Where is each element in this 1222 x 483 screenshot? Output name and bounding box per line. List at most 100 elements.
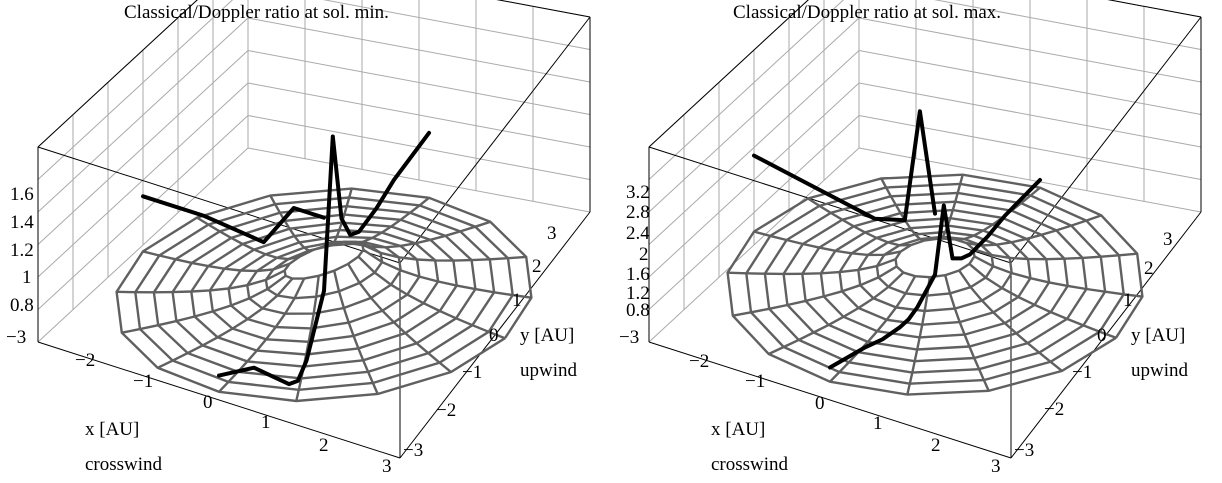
profile-curve bbox=[217, 288, 326, 387]
x-tick-label: 1 bbox=[261, 412, 271, 433]
x-tick-label: 1 bbox=[873, 413, 883, 434]
grid-line bbox=[648, 115, 860, 310]
surface-radial-line bbox=[954, 186, 1041, 241]
surface-radial-line bbox=[753, 230, 901, 257]
z-tick-label: 1 bbox=[22, 267, 32, 288]
axis-box-edge bbox=[1010, 16, 1202, 264]
surface-radial-line bbox=[142, 250, 290, 273]
surface-ring-line bbox=[726, 173, 1144, 396]
y-tick-label: 3 bbox=[1163, 229, 1173, 250]
grid-line bbox=[247, 50, 591, 115]
surface-ring-line bbox=[819, 216, 1051, 339]
y-tick-label: −2 bbox=[1044, 399, 1065, 420]
x-axis-label: x [AU] bbox=[85, 419, 140, 440]
grid-line bbox=[322, 0, 591, 50]
surface-ring-line bbox=[857, 230, 1013, 313]
z-tick-label: 2.4 bbox=[626, 223, 650, 244]
x-axis-note: crosswind bbox=[85, 454, 163, 475]
z-tick-label: 1.6 bbox=[10, 184, 34, 205]
surface-plot-sol-max bbox=[648, 0, 1202, 459]
surface-ring-line bbox=[875, 235, 995, 297]
axis-box-edge bbox=[648, 0, 809, 148]
grid-line bbox=[648, 147, 860, 343]
x-tick-label: −3 bbox=[6, 327, 27, 348]
surface-radial-line bbox=[357, 255, 506, 340]
z-tick-label: 1.4 bbox=[10, 212, 34, 233]
surface-ring-line bbox=[134, 196, 514, 392]
y-axis-note: upwind bbox=[520, 360, 577, 381]
x-tick-label: −1 bbox=[133, 371, 154, 392]
surface-radial-line bbox=[121, 274, 287, 334]
z-tick-label: 1.2 bbox=[10, 240, 34, 261]
x-axis-note: crosswind bbox=[711, 454, 789, 475]
grid-line bbox=[37, 50, 249, 245]
z-tick-label: 2.8 bbox=[626, 202, 650, 223]
y-axis-label: y [AU] bbox=[520, 325, 575, 346]
y-tick-label: −3 bbox=[403, 440, 424, 461]
x-tick-label: 0 bbox=[203, 392, 213, 413]
y-tick-label: 1 bbox=[512, 290, 522, 311]
surface-radial-line bbox=[768, 271, 905, 356]
grid-line bbox=[648, 17, 860, 213]
axis-box-edge bbox=[648, 146, 1012, 264]
x-tick-label: −1 bbox=[745, 371, 766, 392]
profile-curve bbox=[322, 130, 431, 293]
axis-box-edge bbox=[648, 341, 1012, 459]
grid-line bbox=[933, 0, 1202, 50]
grid-line bbox=[37, 17, 249, 213]
x-tick-label: 0 bbox=[815, 393, 825, 414]
y-tick-label: 1 bbox=[1123, 290, 1133, 311]
chart-title: Classical/Doppler ratio at sol. min. bbox=[124, 2, 389, 23]
grid-line bbox=[37, 82, 249, 278]
surface-radial-line bbox=[269, 194, 315, 252]
axis-box-edge bbox=[37, 341, 401, 459]
surface-radial-line bbox=[973, 247, 1138, 261]
y-tick-label: −2 bbox=[436, 400, 457, 421]
profile-curve bbox=[933, 178, 1042, 277]
profile-curve bbox=[752, 109, 937, 223]
y-axis-label: y [AU] bbox=[1131, 325, 1186, 346]
surface-ring-line bbox=[171, 213, 477, 368]
surface-radial-line bbox=[906, 277, 931, 395]
y-tick-label: 2 bbox=[532, 256, 542, 277]
surface-radial-line bbox=[355, 220, 491, 249]
x-tick-label: −2 bbox=[75, 350, 96, 371]
grid-line bbox=[858, 17, 1202, 83]
surface-ring-line bbox=[152, 204, 496, 380]
grid-line bbox=[648, 0, 845, 180]
surface-radial-line bbox=[361, 243, 527, 262]
x-tick-label: −3 bbox=[619, 327, 640, 348]
y-axis-note: upwind bbox=[1131, 360, 1188, 381]
x-tick-label: 2 bbox=[931, 435, 941, 456]
y-tick-label: −1 bbox=[1072, 362, 1093, 383]
surface-radial-line bbox=[333, 270, 379, 395]
grid-line bbox=[858, 82, 1202, 148]
surface-radial-line bbox=[347, 263, 452, 373]
y-tick-label: 0 bbox=[489, 325, 499, 346]
x-tick-label: 3 bbox=[991, 456, 1001, 477]
axis-box-edge bbox=[1107, 0, 1202, 18]
surface-radial-line bbox=[116, 269, 286, 294]
surface-radial-line bbox=[218, 278, 306, 393]
grid-line bbox=[37, 115, 249, 310]
surface-ring-line bbox=[227, 235, 421, 330]
surface-ring-line bbox=[190, 221, 458, 356]
x-axis-label: x [AU] bbox=[711, 419, 766, 440]
y-tick-label: 2 bbox=[1144, 258, 1154, 279]
surface-radial-line bbox=[958, 269, 1063, 372]
chart-panel-sol-min: Classical/Doppler ratio at sol. min. 1.6… bbox=[6, 0, 591, 476]
axis-box-edge bbox=[37, 0, 198, 148]
surface-ring-line bbox=[838, 224, 1032, 326]
surface-radial-line bbox=[196, 216, 301, 261]
surface-radial-line bbox=[829, 275, 917, 383]
surface-radial-line bbox=[362, 248, 532, 299]
grid-line bbox=[37, 147, 249, 343]
y-tick-label: 3 bbox=[547, 223, 557, 244]
chart-title: Classical/Doppler ratio at sol. max. bbox=[733, 2, 1002, 23]
surface-radial-line bbox=[732, 265, 898, 317]
z-tick-label: 1.6 bbox=[626, 264, 650, 285]
z-tick-label: 0.8 bbox=[626, 300, 650, 321]
surface-ring-line bbox=[782, 200, 1088, 363]
surface-radial-line bbox=[880, 177, 926, 242]
surface-ring-line bbox=[801, 208, 1069, 351]
